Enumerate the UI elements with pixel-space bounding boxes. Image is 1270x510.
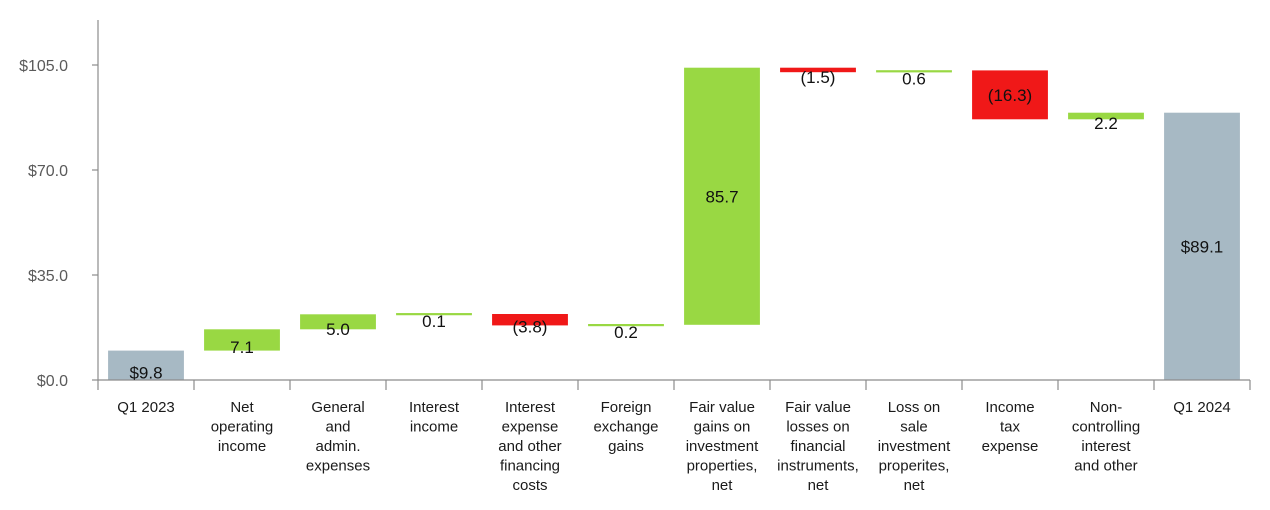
data-label: 0.1 <box>422 312 446 331</box>
x-tick-label-line: Loss on <box>888 399 941 416</box>
x-tick-label-line: Fair value <box>689 399 755 416</box>
x-tick-label-line: financing <box>500 458 560 475</box>
bar-decrease <box>972 70 1048 120</box>
x-tick-label-line: gains on <box>694 419 751 436</box>
x-tick-label-line: income <box>218 438 266 455</box>
bar-total <box>1164 112 1240 380</box>
x-tick-label-line: net <box>712 477 734 494</box>
x-tick-label-line: Fair value <box>785 399 851 416</box>
y-tick-label: $35.0 <box>28 268 68 285</box>
x-tick-label-line: and other <box>1074 458 1137 475</box>
x-tick-label-line: tax <box>1000 419 1021 436</box>
data-label: 2.2 <box>1094 114 1118 133</box>
bar-increase <box>1068 112 1144 120</box>
data-label: 5.0 <box>326 320 350 339</box>
bar-increase <box>876 70 952 73</box>
x-tick-label: Fair value losses on financial instruments,… <box>777 399 859 494</box>
x-tick-label-line: instruments, <box>777 458 859 475</box>
x-tick-label-line: expenses <box>306 458 370 475</box>
x-tick-label-line: gains <box>608 438 644 455</box>
x-tick-label-line: Foreign <box>601 399 652 416</box>
x-tick-label-line: sale <box>900 419 928 436</box>
x-tick-label-line: Non- <box>1090 399 1123 416</box>
x-tick-label: General and admin. expenses <box>306 399 370 475</box>
x-tick-label-line: interest <box>1081 438 1131 455</box>
x-tick-label: Interest income <box>409 399 460 436</box>
bar-decrease <box>780 67 856 73</box>
data-label: 0.2 <box>614 323 638 342</box>
x-axis: Q1 2023 Net operating income General and admin… <box>97 379 1251 494</box>
x-tick-label-line: Q1 2024 <box>1173 399 1231 416</box>
data-labels: $9.8 7.1 5.0 0.1 (3.8) 0.2 85.7 (1.5) 0.6 (16.3) 2… <box>129 68 1223 382</box>
bar-decrease <box>492 314 568 326</box>
x-tick-label-line: and <box>325 419 350 436</box>
x-tick-label-line: net <box>808 477 830 494</box>
x-tick-label: Fair value gains on investment properties, n… <box>686 399 759 494</box>
bars <box>108 67 1240 380</box>
x-tick-label: Q1 2024 <box>1173 399 1231 416</box>
bar-increase <box>204 329 280 351</box>
x-tick-label-line: financial <box>790 438 845 455</box>
x-tick-label: Q1 2023 <box>117 399 175 416</box>
data-label: 7.1 <box>230 338 254 357</box>
bar-increase <box>588 324 664 327</box>
x-tick-label-line: expense <box>982 438 1039 455</box>
x-tick-label-line: properites, <box>879 458 950 475</box>
x-tick-label-line: investment <box>878 438 951 455</box>
x-tick-label-line: operating <box>211 419 274 436</box>
x-tick-label-line: exchange <box>593 419 658 436</box>
x-tick-label-line: Interest <box>505 399 556 416</box>
x-tick-label-line: losses on <box>786 419 849 436</box>
x-tick-label: Non-controlling interest and other <box>1072 399 1140 475</box>
x-tick-label-line: Interest <box>409 399 460 416</box>
x-tick-label: Interest expense and other financing costs <box>498 399 561 494</box>
x-tick-label-line: Q1 2023 <box>117 399 175 416</box>
x-tick-label-line: General <box>311 399 364 416</box>
bar-increase <box>300 314 376 330</box>
bar-increase <box>396 313 472 316</box>
data-label: (1.5) <box>801 68 836 87</box>
x-tick-label-line: controlling <box>1072 419 1140 436</box>
x-tick-label-line: and other <box>498 438 561 455</box>
x-tick-label: Loss on sale investment properites, net <box>878 399 951 494</box>
x-tick-label-line: costs <box>512 477 547 494</box>
bar-increase <box>684 67 760 325</box>
bar-total <box>108 350 184 380</box>
data-label: 85.7 <box>705 187 738 206</box>
data-label: (3.8) <box>513 318 548 337</box>
x-tick-label-line: net <box>904 477 926 494</box>
x-tick-label-line: Income <box>985 399 1034 416</box>
data-label: $89.1 <box>1181 237 1224 256</box>
data-label: (16.3) <box>988 86 1032 105</box>
x-tick-label-line: admin. <box>315 438 360 455</box>
x-tick-label: Income tax expense <box>982 399 1039 455</box>
y-axis: $0.0 $35.0 $70.0 $105.0 <box>19 20 99 390</box>
x-tick-label-line: income <box>410 419 458 436</box>
x-tick-label-line: investment <box>686 438 759 455</box>
x-tick-label: Foreign exchange gains <box>593 399 658 455</box>
y-tick-label: $0.0 <box>37 373 68 390</box>
y-tick-label: $70.0 <box>28 163 68 180</box>
x-tick-label: Net operating income <box>211 399 274 455</box>
x-tick-label-line: expense <box>502 419 559 436</box>
x-tick-label-line: Net <box>230 399 254 416</box>
data-label: 0.6 <box>902 69 926 88</box>
y-tick-label: $105.0 <box>19 58 68 75</box>
data-label: $9.8 <box>129 363 162 382</box>
x-tick-label-line: properties, <box>687 458 758 475</box>
